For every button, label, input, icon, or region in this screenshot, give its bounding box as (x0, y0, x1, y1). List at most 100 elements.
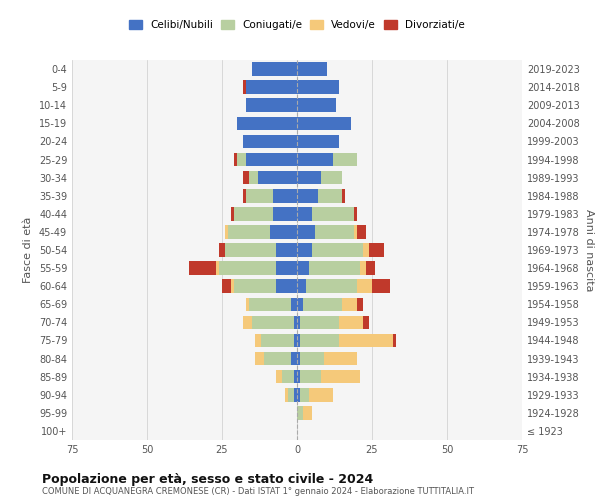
Bar (342, 189, 345, 202)
Bar (312, 207, 354, 220)
Bar (321, 171, 342, 184)
Bar (231, 280, 234, 293)
Bar (234, 280, 276, 293)
Bar (297, 298, 303, 311)
Bar (297, 388, 300, 402)
Bar (261, 334, 294, 347)
Bar (234, 207, 273, 220)
Bar (372, 280, 390, 293)
Bar (297, 134, 339, 148)
Bar (303, 298, 342, 311)
Bar (321, 370, 360, 384)
Bar (309, 262, 360, 275)
Bar (312, 243, 363, 257)
Bar (243, 171, 249, 184)
Bar (297, 62, 327, 76)
Bar (357, 225, 366, 238)
Bar (366, 262, 375, 275)
Bar (294, 316, 297, 329)
Bar (273, 207, 297, 220)
Bar (264, 352, 291, 366)
Bar (300, 370, 321, 384)
Bar (282, 370, 294, 384)
Bar (303, 406, 312, 419)
Bar (231, 207, 234, 220)
Bar (357, 298, 363, 311)
Bar (273, 189, 297, 202)
Bar (360, 262, 366, 275)
Bar (252, 62, 297, 76)
Bar (243, 316, 252, 329)
Bar (243, 189, 246, 202)
Bar (363, 316, 369, 329)
Y-axis label: Fasce di età: Fasce di età (23, 217, 33, 283)
Bar (249, 298, 291, 311)
Bar (294, 388, 297, 402)
Bar (270, 225, 297, 238)
Bar (339, 316, 363, 329)
Bar (297, 370, 300, 384)
Bar (237, 152, 246, 166)
Bar (276, 262, 297, 275)
Bar (300, 334, 339, 347)
Bar (189, 262, 216, 275)
Bar (249, 171, 258, 184)
Bar (297, 152, 333, 166)
Bar (258, 171, 297, 184)
Bar (228, 225, 270, 238)
Bar (216, 262, 219, 275)
Bar (255, 334, 261, 347)
Bar (297, 316, 300, 329)
Bar (369, 243, 384, 257)
Text: Popolazione per età, sesso e stato civile - 2024: Popolazione per età, sesso e stato civil… (42, 472, 373, 486)
Bar (297, 225, 315, 238)
Bar (297, 334, 300, 347)
Bar (222, 280, 231, 293)
Bar (237, 116, 297, 130)
Text: COMUNE DI ACQUANEGRA CREMONESE (CR) - Dati ISTAT 1° gennaio 2024 - Elaborazione : COMUNE DI ACQUANEGRA CREMONESE (CR) - Da… (42, 488, 474, 496)
Bar (246, 80, 297, 94)
Bar (225, 243, 276, 257)
Bar (276, 280, 297, 293)
Bar (294, 370, 297, 384)
Bar (225, 225, 228, 238)
Bar (276, 243, 297, 257)
Bar (315, 225, 354, 238)
Bar (300, 388, 309, 402)
Bar (246, 152, 297, 166)
Bar (342, 298, 357, 311)
Bar (297, 243, 312, 257)
Bar (363, 243, 369, 257)
Bar (354, 207, 357, 220)
Bar (339, 334, 393, 347)
Bar (333, 152, 357, 166)
Bar (297, 171, 321, 184)
Bar (291, 352, 297, 366)
Bar (243, 80, 246, 94)
Bar (246, 298, 249, 311)
Bar (297, 352, 300, 366)
Bar (357, 280, 372, 293)
Bar (297, 80, 339, 94)
Bar (252, 316, 294, 329)
Y-axis label: Anni di nascita: Anni di nascita (584, 209, 593, 291)
Bar (300, 352, 324, 366)
Legend: Celibi/Nubili, Coniugati/e, Vedovi/e, Divorziati/e: Celibi/Nubili, Coniugati/e, Vedovi/e, Di… (125, 16, 469, 34)
Bar (324, 352, 357, 366)
Bar (297, 98, 336, 112)
Bar (318, 189, 342, 202)
Bar (276, 370, 282, 384)
Bar (297, 262, 309, 275)
Bar (291, 298, 297, 311)
Bar (285, 388, 288, 402)
Bar (297, 280, 306, 293)
Bar (306, 280, 357, 293)
Bar (246, 189, 273, 202)
Bar (255, 352, 264, 366)
Bar (300, 316, 339, 329)
Bar (297, 116, 351, 130)
Bar (219, 243, 225, 257)
Bar (297, 207, 312, 220)
Bar (288, 388, 294, 402)
Bar (246, 98, 297, 112)
